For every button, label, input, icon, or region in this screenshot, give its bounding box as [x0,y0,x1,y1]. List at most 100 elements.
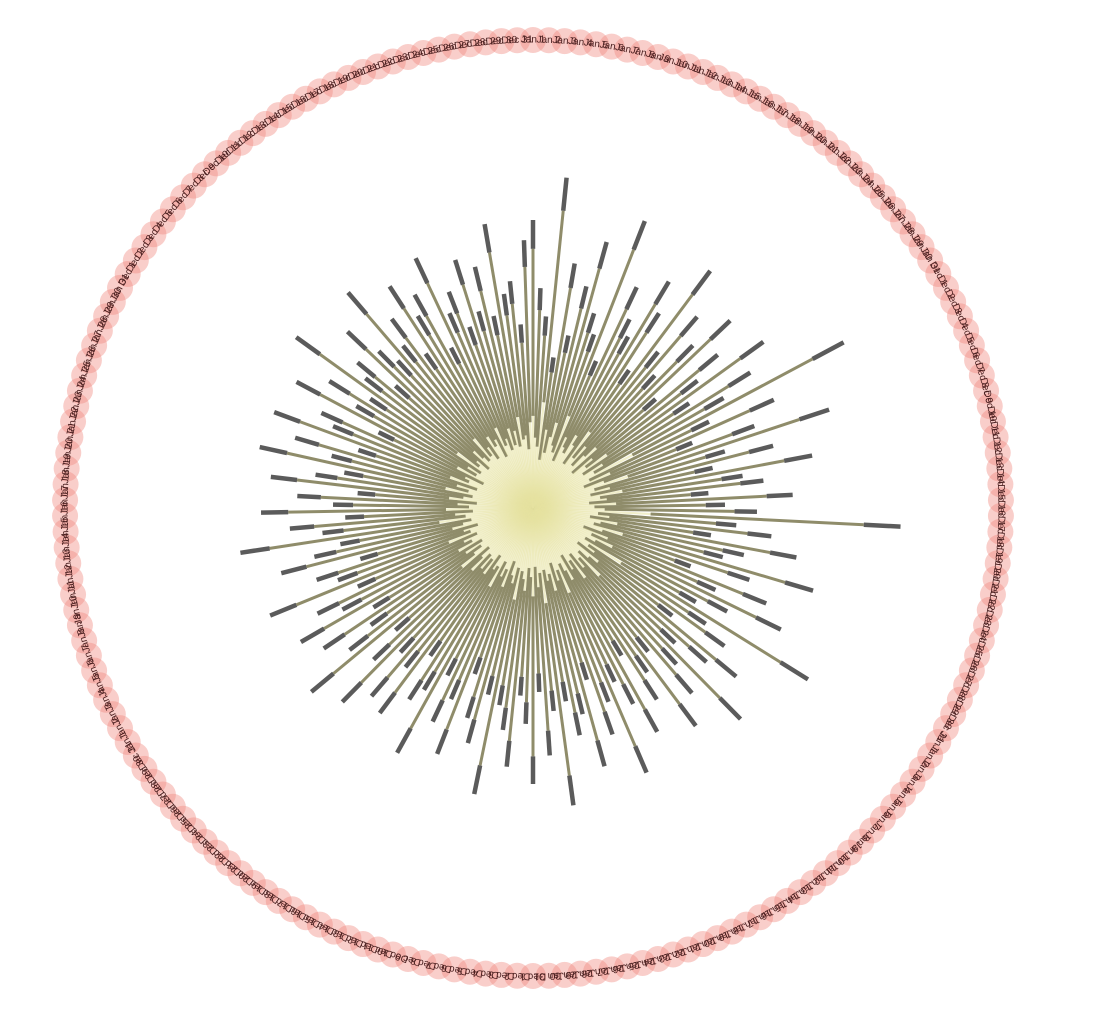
spoke-outer [690,269,713,296]
spoke-outer [523,702,529,724]
spoke-outer [320,410,344,425]
ring-dot [932,274,959,301]
ring-dot [504,962,531,989]
ring-dot [859,172,886,199]
spoke-mid [590,532,698,584]
spoke-mid [269,520,440,550]
date-label: Dec 12 [988,421,1004,454]
ring-dot [987,487,1014,514]
spoke-inner [529,422,535,509]
spoke-mid [551,332,590,447]
spoke-mid [542,569,565,683]
ring-dot [946,303,973,330]
spoke-outer [387,285,406,310]
ring-dot [917,247,944,274]
date-label: Jan 30 [549,968,580,981]
spoke-outer [497,685,505,706]
spoke-mid [605,357,742,457]
spoke-mid [609,515,748,535]
date-label: Dec 2 [504,970,531,982]
spoke-mid [588,428,693,482]
ring-dot [66,377,93,404]
ring-dot [131,234,158,261]
spoke-outer [504,740,512,767]
bar-185 [521,240,535,509]
spoke-outer [675,440,694,452]
ring-dot [598,956,625,983]
spoke-mid [420,568,495,682]
spoke-mid [577,556,664,650]
spoke-mid [551,351,590,453]
spoke-outer [641,397,658,412]
spoke-mid [584,334,682,448]
ring-dot [52,471,79,498]
spoke-mid [393,572,486,694]
ring-dot [52,487,79,514]
spoke-mid [441,575,503,701]
ring-dot [689,931,716,958]
ring-dot [81,332,108,359]
spoke-mid [520,567,531,677]
ring-dot [979,408,1006,435]
spoke-mid [365,313,475,441]
spoke-outer [731,423,756,437]
spoke-mid [472,582,514,721]
spoke-mid [616,494,767,506]
ring-dot [71,627,98,654]
spoke-outer [453,259,466,286]
spoke-mid [491,567,521,677]
spoke-outer [372,595,391,610]
spoke-outer [472,764,483,795]
spoke-mid [295,541,450,607]
ring-dot [265,887,292,914]
spoke-mid [337,529,465,575]
ring-dot [86,672,113,699]
spoke-outer [675,343,695,364]
ring-dot [644,43,671,70]
ring-dot [859,817,886,844]
spoke-outer [811,340,845,361]
spoke-mid [445,586,504,730]
spoke-mid [373,414,478,477]
ring-dot [149,208,176,235]
ring-dot [932,715,959,742]
date-label: Dec 5 [456,964,484,978]
spoke-outer [407,679,424,701]
spoke-mid [546,580,577,713]
ring-dot [800,120,827,147]
date-label: Jan 6 [599,39,625,54]
spoke-outer [706,599,729,614]
ring-dot [747,85,774,112]
ring-dot [982,424,1009,451]
spoke-mid [353,503,470,509]
spoke-outer [448,679,462,701]
ring-dot [899,221,926,248]
spoke-outer [465,719,477,744]
spoke-outer [742,591,768,606]
ring-dot [984,550,1011,577]
spoke-mid [375,454,478,491]
ring-dot [614,953,641,980]
spoke-outer [616,335,631,355]
spoke-mid [385,408,482,475]
ring-dot [410,949,437,976]
spoke-mid [567,592,637,747]
spoke-outer [428,639,443,658]
spoke-outer [482,223,492,253]
date-label: Jan 14 [60,532,74,563]
spoke-mid [544,287,572,431]
spoke-outer [415,314,432,337]
spoke-outer [587,360,599,377]
ring-dot [203,150,230,177]
spoke-mid [457,363,509,458]
spoke-outer [783,453,813,463]
ring-dot [890,208,917,235]
date-label: Jan 16 [59,500,71,531]
spoke-mid [588,293,694,434]
date-label: Jan 20 [61,437,76,469]
ring-dot [114,729,141,755]
ring-dot [306,78,333,105]
spoke-mid [571,568,646,682]
spoke-outer [259,444,288,456]
spoke-mid [607,537,744,596]
